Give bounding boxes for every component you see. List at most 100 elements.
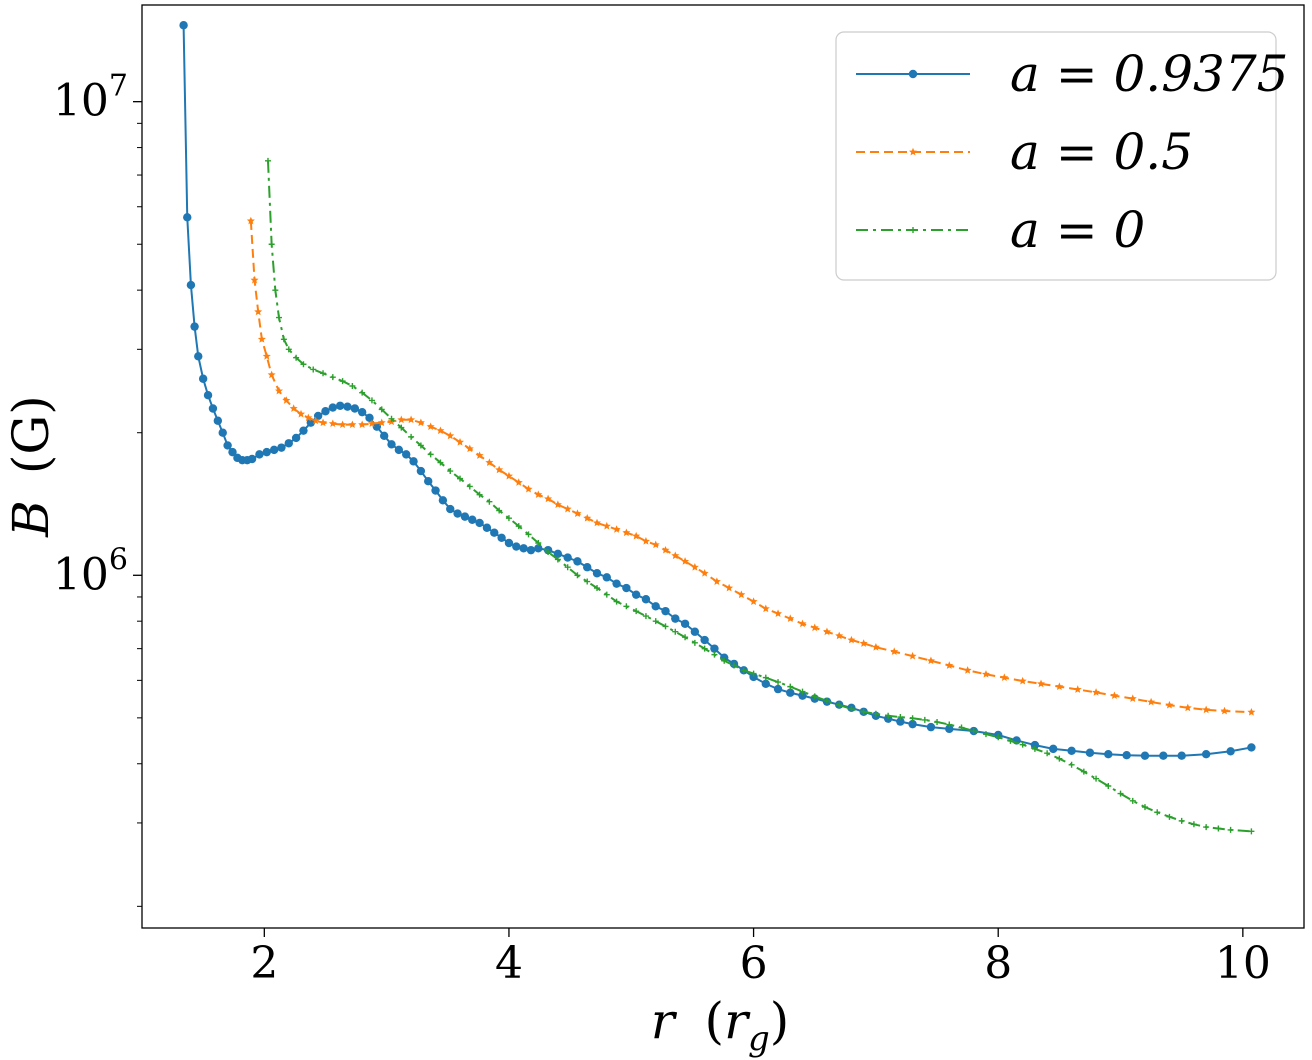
legend-entry-2: a = 0.5 — [856, 123, 1193, 181]
series-1-point-34 — [379, 431, 389, 441]
series-1-point-54 — [526, 545, 536, 555]
series-2-point-73 — [1000, 673, 1009, 682]
series-1-point-16 — [247, 454, 257, 464]
series-1-point-40 — [424, 477, 433, 486]
series-2-point-85 — [1220, 706, 1229, 715]
series-2-point-63 — [835, 631, 844, 640]
series-3-point-85 — [1129, 797, 1136, 804]
series-2-point-14 — [328, 419, 337, 428]
series-2-point-2 — [250, 275, 259, 284]
series-1-point-2 — [183, 213, 192, 222]
series-2-point-11 — [304, 413, 313, 422]
series-3-point-30 — [515, 523, 522, 530]
series-3-point-71 — [958, 724, 965, 731]
x-tick-label-10: 10 — [1215, 938, 1271, 989]
series-3-point-53 — [740, 667, 747, 674]
series-1-point-29 — [343, 402, 352, 411]
series-2-point-67 — [890, 647, 899, 656]
series-2-point-13 — [319, 418, 328, 427]
series-3-point-87 — [1154, 809, 1161, 816]
series-3-point-16 — [378, 406, 385, 413]
legend-swatch-marker-3 — [910, 227, 916, 233]
legend-box — [835, 31, 1277, 281]
series-1-point-4 — [190, 322, 199, 331]
series-3-point-66 — [897, 714, 904, 721]
series-2-point-9 — [289, 404, 298, 412]
series-1-point-5 — [194, 352, 203, 361]
series-1-point-61 — [592, 569, 602, 578]
series-3-point-25 — [466, 483, 473, 490]
series-1-point-78 — [761, 679, 771, 689]
series-3-point-37 — [584, 578, 591, 585]
x-tick-label-4: 4 — [495, 938, 523, 989]
series-2-point-32 — [504, 471, 513, 480]
series-2-point-1 — [246, 216, 255, 225]
series-3-point-80 — [1068, 761, 1075, 768]
series-2-point-74 — [1018, 676, 1027, 685]
series-3-point-45 — [662, 623, 669, 630]
legend-entry-1: a = 0.9375 — [856, 45, 1288, 103]
series-3-point-91 — [1203, 824, 1210, 831]
series-3-point-44 — [652, 618, 659, 625]
series-2-point-68 — [908, 651, 917, 660]
series-3-point-20 — [417, 442, 424, 449]
x-axis-label-unit-sub: g — [748, 1019, 770, 1059]
series-2-point-55 — [737, 590, 746, 599]
series-3-point-73 — [982, 731, 989, 738]
series-3-point-35 — [564, 564, 571, 571]
series-3-point-28 — [496, 507, 503, 514]
series-1-point-71 — [690, 627, 700, 636]
series-3 — [264, 157, 1255, 835]
series-1-point-57 — [553, 549, 563, 559]
series-2-point-84 — [1202, 705, 1211, 714]
series-1-point-89 — [896, 717, 905, 726]
series-1-point-101 — [1122, 750, 1131, 760]
series-3-point-90 — [1190, 821, 1197, 828]
legend-swatch-marker-1 — [908, 69, 918, 79]
series-1-point-30 — [350, 404, 360, 413]
series-3-point-59 — [811, 693, 818, 700]
series-1-point-106 — [1226, 747, 1235, 756]
series-2-point-60 — [798, 619, 807, 628]
series-3-point-69 — [934, 719, 941, 726]
series-2-point-8 — [282, 396, 291, 404]
series-1-point-98 — [1067, 746, 1076, 756]
series-1-point-81 — [798, 691, 807, 700]
series-3-point-27 — [486, 498, 493, 505]
series-1-point-91 — [926, 722, 936, 732]
series-3-point-15 — [368, 397, 375, 404]
series-2-point-37 — [553, 500, 562, 509]
series-3-point-36 — [574, 572, 581, 579]
series-1-point-26 — [321, 407, 330, 416]
series-3-point-70 — [946, 721, 953, 728]
series-2-point-54 — [725, 583, 734, 592]
series-3-point-60 — [823, 697, 830, 704]
series-1 — [179, 21, 1256, 760]
series-3-point-57 — [787, 683, 794, 690]
series-3-point-24 — [457, 475, 464, 482]
ticks-layer: 2 4 6 8 10 106 107 — [53, 69, 1271, 989]
series-1-point-43 — [446, 504, 455, 514]
series-2-point-6 — [267, 370, 276, 379]
series-1-point-3 — [186, 280, 196, 290]
series-3-point-89 — [1178, 817, 1185, 824]
series-1-point-19 — [269, 445, 279, 455]
series-2-point-76 — [1055, 682, 1064, 691]
series-3-point-9 — [310, 366, 317, 373]
series-3-point-82 — [1093, 775, 1100, 782]
series-2-point-45 — [632, 531, 641, 540]
series-1-point-60 — [583, 563, 592, 572]
series-1-point-68 — [661, 606, 670, 616]
series-3-point-88 — [1166, 813, 1173, 820]
x-tick-label-2: 2 — [250, 938, 278, 989]
series-2-point-61 — [810, 623, 819, 632]
series-2-point-48 — [661, 545, 670, 554]
series-3-point-38 — [594, 585, 601, 592]
series-3-point-19 — [408, 433, 415, 440]
series-1-point-66 — [641, 595, 651, 604]
series-3-point-68 — [921, 716, 928, 723]
series-3-point-51 — [721, 657, 728, 664]
series-2-point-39 — [573, 509, 582, 517]
series-2-point-64 — [847, 635, 856, 644]
series-2-point-17 — [358, 420, 367, 429]
